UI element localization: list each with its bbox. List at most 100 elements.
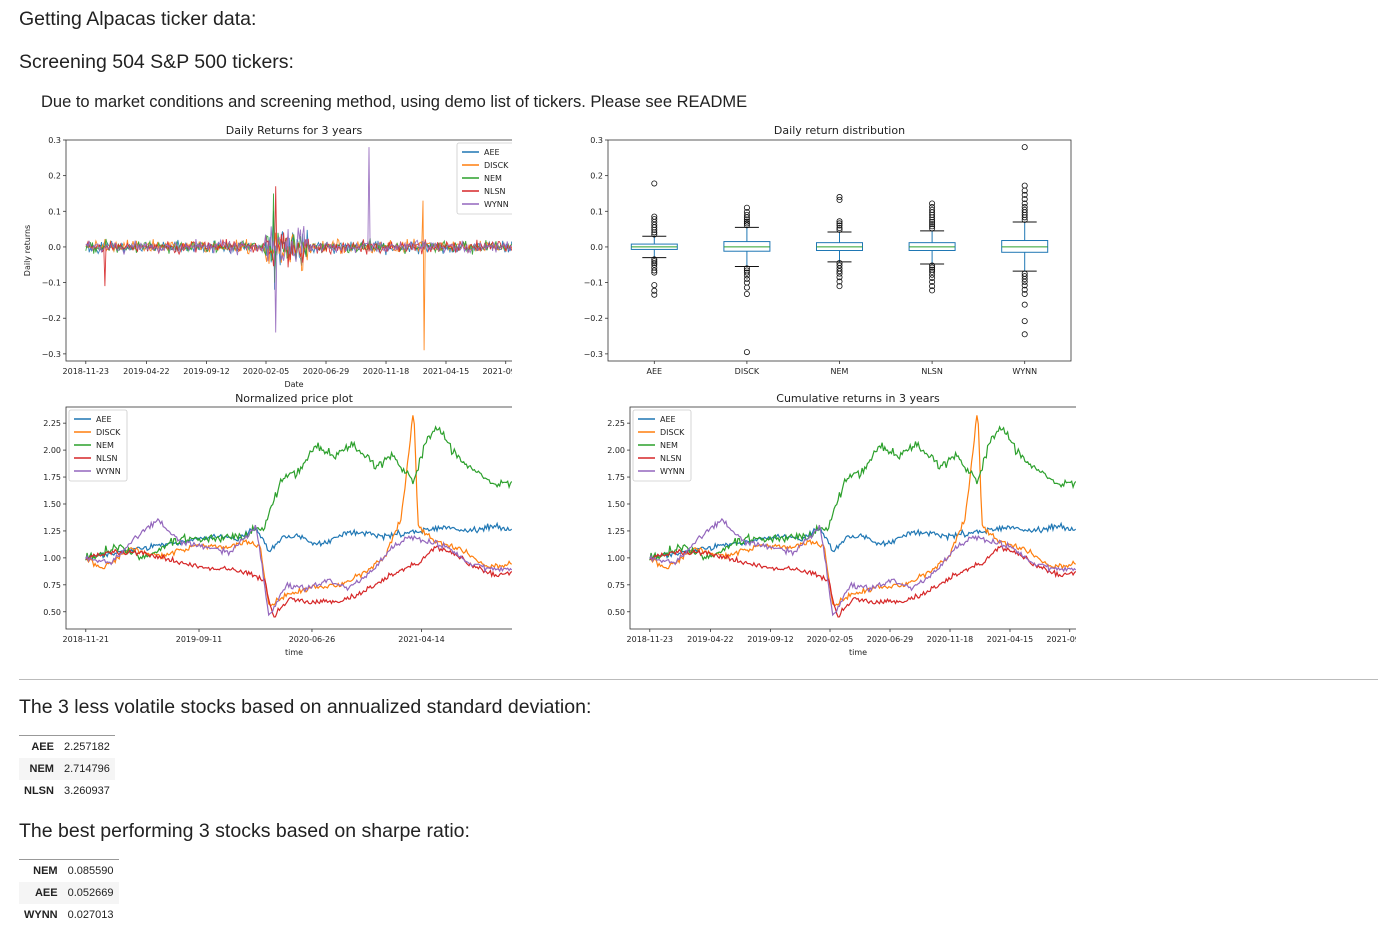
value-cell: 0.027013 (67, 909, 114, 921)
x-tick-label: 2018-11-23 (63, 367, 110, 376)
outlier-point (929, 200, 936, 207)
series-line-aee (85, 521, 512, 561)
y-tick-label: 1.50 (43, 500, 61, 509)
outlier-point (836, 220, 843, 227)
x-axis-label: time (285, 648, 303, 656)
outlier-point (929, 223, 936, 230)
box-body (1001, 240, 1049, 253)
legend-label: NEM (484, 174, 502, 183)
outlier-point (1021, 286, 1028, 293)
category-label: WYNN (1012, 367, 1037, 376)
y-tick-label: 0.75 (43, 581, 61, 590)
y-tick-label: −0.3 (584, 350, 603, 359)
outlier-point (743, 265, 750, 272)
x-tick-label: 2021-09-07 (1046, 635, 1076, 644)
outlier-point (1021, 196, 1028, 203)
table-row: AEE 2.257182 (19, 735, 115, 758)
outlier-point (1021, 278, 1028, 285)
category-label: NLSN (921, 367, 943, 376)
legend-label: DISCK (484, 161, 509, 170)
outlier-point (1021, 200, 1028, 207)
cumulative-returns-chart: Cumulative returns in 3 years 2.25 2.00 1.7… (578, 388, 1076, 656)
ticker-cell: NLSN (24, 785, 54, 797)
category-label: AEE (647, 367, 663, 376)
outlier-point (929, 271, 936, 278)
y-tick-label: 1.25 (607, 527, 625, 536)
series-line-wynn (85, 517, 512, 617)
series-line-disck (649, 415, 1076, 606)
outlier-point (929, 278, 936, 285)
return-distribution-chart: Daily return distribution 0.3 0.2 0.1 0.0 −0.… (578, 120, 1076, 388)
outlier-point (1021, 191, 1028, 198)
x-tick-label: 2021-09-07 (482, 367, 512, 376)
outlier-point (1021, 282, 1028, 289)
y-tick-label: 2.25 (607, 419, 625, 428)
legend-label: AEE (484, 148, 500, 157)
outlier-point (743, 290, 750, 297)
y-tick-label: 2.25 (43, 419, 61, 428)
outlier-point (651, 261, 658, 268)
x-tick-label: 2018-11-23 (627, 635, 674, 644)
outlier-point (929, 264, 936, 271)
outlier-point (1021, 187, 1028, 194)
outlier-point (651, 259, 658, 266)
series-line-nem (85, 425, 512, 562)
y-tick-label: 0.75 (607, 581, 625, 590)
series-line-nlsn (649, 545, 1076, 618)
box-disck (723, 204, 771, 356)
legend-label: WYNN (484, 200, 509, 209)
outlier-point (1021, 144, 1028, 151)
legend-box (456, 142, 512, 215)
ticker-cell: WYNN (24, 909, 58, 921)
category-label: NEM (831, 367, 849, 376)
heading-screening: Screening 504 S&P 500 tickers: (19, 51, 294, 73)
outlier-point (651, 267, 658, 274)
outlier-point (1021, 273, 1028, 280)
x-axis-label: time (849, 648, 867, 656)
y-tick-label: 0.3 (48, 136, 61, 145)
series-line-wynn (85, 147, 512, 333)
x-tick-label: 2020-06-29 (303, 367, 350, 376)
table-row: AEE 0.052669 (19, 882, 119, 904)
y-tick-label: 1.50 (607, 500, 625, 509)
chart-svg: Normalized price plot 2.25 2.00 1.75 1.50 1.2… (43, 392, 512, 656)
y-tick-label: 1.00 (607, 554, 625, 563)
y-tick-label: 0.1 (48, 207, 61, 216)
outlier-point (743, 284, 750, 291)
box-wynn (1001, 144, 1049, 338)
chart-svg: Daily Returns for 3 years 0.3 0.2 0.1 0.0 −0.… (23, 124, 512, 388)
series-line-nlsn (85, 186, 512, 287)
chart-svg: Daily return distribution 0.3 0.2 0.1 0.0 −0.… (584, 124, 1072, 376)
outlier-point (651, 287, 658, 294)
y-tick-label: 2.00 (43, 446, 61, 455)
chart-title: Daily Returns for 3 years (226, 124, 363, 137)
series-line-disck (85, 415, 512, 606)
value-cell: 2.714796 (58, 758, 115, 780)
x-tick-label: 2020-02-05 (807, 635, 854, 644)
x-tick-label: 2020-06-29 (867, 635, 914, 644)
outlier-point (929, 274, 936, 281)
x-tick-label: 2019-04-22 (123, 367, 170, 376)
outlier-point (836, 196, 843, 203)
legend-label: AEE (96, 415, 112, 424)
sharpe-heading: The best performing 3 stocks based on sh… (19, 820, 470, 842)
legend-label: NLSN (484, 187, 506, 196)
outlier-point (1021, 331, 1028, 338)
outlier-point (836, 274, 843, 281)
y-tick-label: 0.50 (607, 608, 625, 617)
y-tick-label: 1.75 (43, 473, 61, 482)
ticker-cell: NEM (19, 859, 63, 882)
x-tick-label: 2020-06-26 (289, 635, 336, 644)
outlier-point (651, 229, 658, 236)
outlier-point (743, 222, 750, 229)
plot-frame (629, 406, 1076, 630)
chart-title: Normalized price plot (235, 392, 354, 405)
outlier-point (929, 218, 936, 225)
outlier-point (743, 204, 750, 211)
demo-note: Due to market conditions and screening m… (41, 93, 748, 111)
legend-box (632, 409, 692, 482)
outlier-point (651, 269, 658, 276)
outlier-point (929, 221, 936, 228)
outlier-point (1021, 290, 1028, 297)
outlier-point (651, 258, 658, 265)
